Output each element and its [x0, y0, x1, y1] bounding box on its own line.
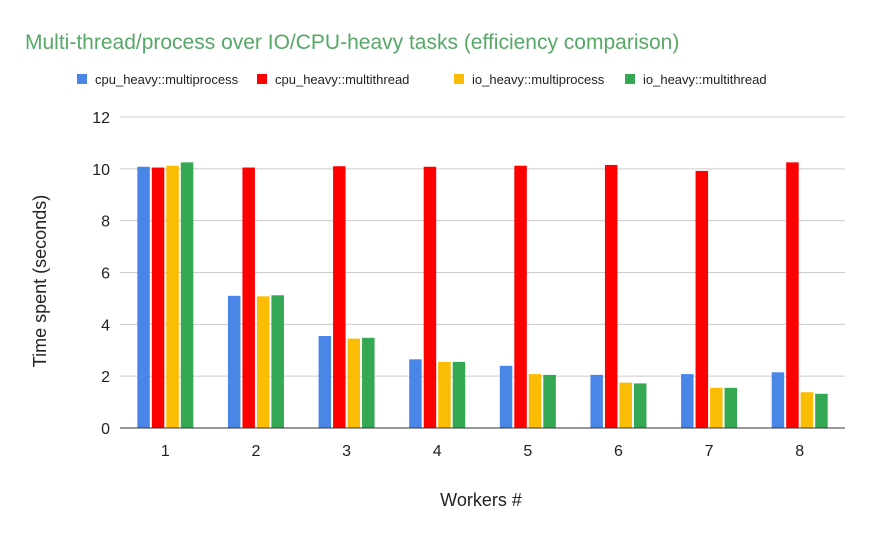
bar-io-heavy-multithread-8: [815, 393, 828, 428]
y-tick-label: 8: [101, 214, 110, 231]
x-axis-label: Workers #: [440, 490, 522, 510]
y-tick-label: 4: [101, 317, 110, 334]
legend-label: cpu_heavy::multithread: [275, 72, 409, 87]
bar-io-heavy-multithread-3: [362, 337, 375, 428]
bar-cpu-heavy-multiprocess-8: [771, 372, 785, 428]
bar-io-heavy-multiprocess-4: [438, 361, 451, 428]
bar-cpu-heavy-multithread-8: [786, 162, 799, 428]
legend: cpu_heavy::multiprocess cpu_heavy::multit…: [77, 72, 767, 87]
bar-cpu-heavy-multithread-7: [695, 170, 709, 428]
y-tick-label: 10: [92, 162, 110, 179]
y-tick-label: 6: [101, 266, 110, 283]
bar-io-heavy-multiprocess-7: [710, 387, 723, 428]
bar-io-heavy-multiprocess-1: [166, 165, 179, 428]
legend-label: cpu_heavy::multiprocess: [95, 72, 239, 87]
bar-io-heavy-multiprocess-5: [528, 374, 542, 428]
bar-io-heavy-multiprocess-2: [256, 296, 270, 428]
x-tick-label: 5: [523, 443, 532, 460]
y-tick-label: 12: [92, 110, 110, 127]
bar-io-heavy-multithread-1: [180, 162, 194, 428]
bar-io-heavy-multiprocess-6: [619, 382, 632, 428]
bars: [137, 162, 828, 428]
bar-cpu-heavy-multiprocess-6: [590, 374, 603, 428]
chart-title: Multi-thread/process over IO/CPU-heavy t…: [25, 31, 679, 54]
x-tick-label: 3: [342, 443, 351, 460]
x-tick-label: 1: [161, 443, 170, 460]
bar-cpu-heavy-multithread-3: [333, 166, 346, 428]
bar-cpu-heavy-multiprocess-3: [318, 335, 332, 428]
x-tick-label: 6: [614, 443, 623, 460]
bar-io-heavy-multithread-2: [271, 295, 284, 428]
x-axis-ticks: 1 2 3 4 5 6 7 8: [161, 443, 804, 460]
legend-swatch: [257, 74, 267, 84]
x-tick-label: 8: [795, 443, 804, 460]
legend-swatch: [625, 74, 635, 84]
y-axis-ticks: 0 2 4 6 8 10 12: [92, 110, 110, 438]
legend-swatch: [454, 74, 464, 84]
bar-io-heavy-multiprocess-8: [800, 392, 814, 428]
x-tick-label: 7: [705, 443, 714, 460]
bar-cpu-heavy-multiprocess-1: [137, 166, 150, 428]
y-tick-label: 2: [101, 369, 110, 386]
gridlines: [120, 116, 845, 377]
bar-io-heavy-multithread-4: [452, 361, 466, 428]
bar-cpu-heavy-multiprocess-7: [681, 374, 694, 428]
x-tick-label: 2: [251, 443, 260, 460]
x-tick-label: 4: [433, 443, 442, 460]
bar-cpu-heavy-multithread-2: [242, 167, 255, 428]
legend-label: io_heavy::multithread: [643, 72, 767, 87]
legend-label: io_heavy::multiprocess: [472, 72, 605, 87]
bar-cpu-heavy-multithread-5: [514, 165, 527, 428]
bar-cpu-heavy-multiprocess-4: [409, 359, 422, 428]
bar-io-heavy-multiprocess-3: [347, 338, 361, 428]
y-axis-label: Time spent (seconds): [30, 195, 50, 367]
bar-cpu-heavy-multithread-4: [423, 166, 437, 428]
bar-cpu-heavy-multithread-1: [151, 167, 165, 428]
y-tick-label: 0: [101, 421, 110, 438]
bar-cpu-heavy-multithread-6: [604, 164, 618, 428]
bar-io-heavy-multithread-5: [543, 374, 556, 428]
bar-io-heavy-multithread-7: [724, 387, 738, 428]
legend-swatch: [77, 74, 87, 84]
bar-cpu-heavy-multiprocess-2: [227, 295, 241, 428]
bar-io-heavy-multithread-6: [633, 383, 647, 428]
bar-cpu-heavy-multiprocess-5: [499, 365, 513, 428]
